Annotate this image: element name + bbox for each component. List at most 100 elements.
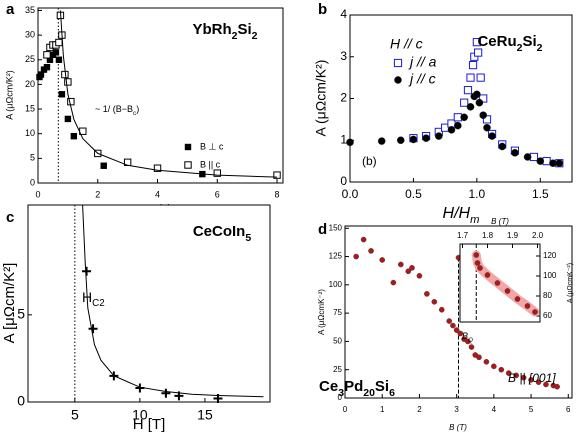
- data-point: [396, 136, 405, 145]
- y-tick-label: 50: [333, 337, 342, 346]
- data-point: [542, 157, 551, 166]
- text-part: c: [133, 110, 136, 117]
- data-point: [528, 377, 534, 383]
- x-tick-label: 1.7: [457, 231, 469, 240]
- data-point: [494, 280, 501, 286]
- data-point: [523, 153, 532, 161]
- x-axis-label: B (T): [491, 217, 509, 226]
- y-tick-label: 0: [30, 177, 35, 187]
- data-point: [346, 138, 354, 147]
- data-point: [453, 327, 460, 333]
- y-axis-label: A [μΩcm/K²]: [1, 263, 18, 344]
- x-tick-label: 0.0: [342, 187, 359, 201]
- data-point: [498, 366, 505, 373]
- data-point: [536, 157, 545, 165]
- y-tick-label: 25: [25, 54, 35, 64]
- legend-marker: [184, 161, 192, 169]
- y-axis-label: A (μΩcmK⁻²): [317, 289, 326, 335]
- data-point: [43, 51, 51, 59]
- y-tick-label: 125: [329, 252, 343, 261]
- data-point: [505, 370, 512, 376]
- data-point: [52, 49, 60, 56]
- text-part: 2: [232, 30, 238, 42]
- data-point: [153, 164, 162, 172]
- data-point: [474, 48, 483, 57]
- data-point: [273, 171, 281, 179]
- text-part: 2: [517, 42, 523, 54]
- data-point: [161, 388, 171, 398]
- data-point: [353, 253, 359, 260]
- data-point: [472, 38, 481, 47]
- y-tick-label: 20: [25, 79, 35, 89]
- plot-frame: [37, 7, 284, 184]
- data-point: [390, 279, 397, 286]
- data-point: [535, 379, 542, 385]
- text-part: Si: [237, 21, 251, 38]
- data-point: [422, 134, 430, 142]
- panel-label: b: [318, 1, 327, 18]
- x-tick-label: 1.5: [532, 187, 549, 201]
- data-point: [491, 363, 497, 370]
- panel-title: YbRh2Si2: [192, 21, 257, 42]
- y-tick-label: 0: [338, 393, 343, 402]
- text-part: H/H: [443, 205, 471, 222]
- data-point: [416, 272, 423, 279]
- text-part: C2: [92, 298, 105, 309]
- panel-title: CeRu2Si2: [477, 33, 542, 54]
- data-point: [473, 90, 481, 99]
- y-tick-label: 3: [340, 49, 347, 63]
- data-point: [463, 86, 473, 95]
- y-tick-label: 5: [17, 306, 25, 322]
- y-axis-label: A (μΩcmK⁻²): [567, 263, 574, 303]
- data-point: [483, 358, 490, 365]
- panel-label: d: [318, 221, 327, 238]
- text-part: B: [462, 331, 468, 341]
- annotation: BQ: [462, 331, 473, 344]
- data-point: [424, 291, 430, 297]
- data-point: [409, 265, 415, 271]
- panel-label: c: [6, 209, 14, 226]
- text-part: Pd: [344, 378, 363, 395]
- data-point: [457, 330, 464, 337]
- data-point: [64, 115, 72, 123]
- data-point: [474, 260, 481, 266]
- text-part: 20: [363, 387, 375, 399]
- data-point: [483, 123, 491, 132]
- data-point: [468, 61, 478, 70]
- data-point: [513, 372, 519, 379]
- data-point: [88, 324, 98, 334]
- data-point: [476, 73, 485, 82]
- data-point: [447, 126, 456, 134]
- data-point: [520, 374, 527, 381]
- x-tick-label: 6: [215, 189, 220, 199]
- data-point: [466, 73, 475, 82]
- y-tick-label: 1: [340, 132, 347, 146]
- annotation: ~ 1/ (B−Bc): [95, 104, 139, 117]
- x-tick-label: 3: [454, 405, 459, 414]
- data-point: [434, 132, 443, 140]
- text-part: 6: [389, 387, 395, 399]
- text-part: Ce: [319, 378, 338, 395]
- data-point: [549, 159, 557, 168]
- text-part: H: [82, 289, 92, 305]
- data-point: [514, 296, 521, 302]
- y-tick-label: 80: [543, 291, 552, 300]
- data-point: [70, 132, 78, 140]
- data-point: [498, 142, 507, 151]
- x-tick-label: 4: [492, 405, 497, 414]
- data-point: [55, 38, 63, 47]
- x-tick-label: 5: [71, 406, 79, 422]
- data-point: [554, 383, 560, 390]
- legend-label: j // a: [408, 54, 437, 70]
- x-tick-label: 8: [275, 189, 280, 199]
- data-point: [450, 322, 456, 329]
- data-point: [466, 103, 475, 111]
- data-point: [475, 98, 484, 107]
- data-point: [46, 56, 54, 63]
- data-point: [58, 91, 66, 98]
- plot-frame: [349, 14, 573, 183]
- data-point: [479, 94, 488, 103]
- x-tick-label: 0.5: [405, 187, 422, 201]
- legend-marker: [393, 58, 403, 68]
- y-tick-label: 4: [340, 7, 347, 21]
